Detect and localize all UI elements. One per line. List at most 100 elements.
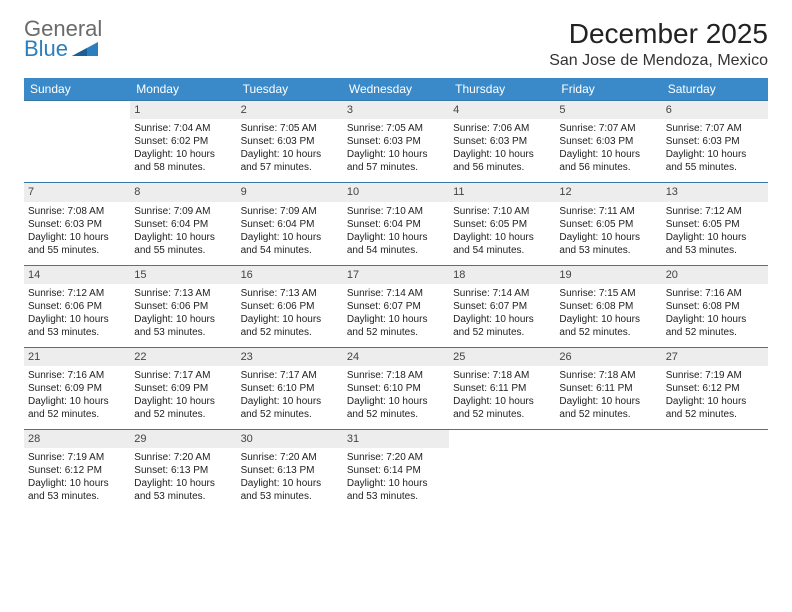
sunrise-line: Sunrise: 7:18 AM (559, 369, 657, 382)
day-details: Sunrise: 7:12 AMSunset: 6:05 PMDaylight:… (666, 205, 764, 257)
sunrise-line: Sunrise: 7:09 AM (134, 205, 232, 218)
sunset-line: Sunset: 6:09 PM (134, 382, 232, 395)
day-number: 7 (24, 183, 130, 201)
daylight-line: Daylight: 10 hours and 52 minutes. (28, 395, 126, 421)
calendar-cell: 7Sunrise: 7:08 AMSunset: 6:03 PMDaylight… (24, 183, 130, 265)
calendar-cell (24, 101, 130, 183)
sunrise-line: Sunrise: 7:19 AM (666, 369, 764, 382)
day-details: Sunrise: 7:16 AMSunset: 6:09 PMDaylight:… (28, 369, 126, 421)
calendar-cell: 25Sunrise: 7:18 AMSunset: 6:11 PMDayligh… (449, 347, 555, 429)
sunrise-line: Sunrise: 7:18 AM (453, 369, 551, 382)
day-number: 6 (662, 101, 768, 119)
calendar-cell: 19 Sunrise: 7:15 AMSunset: 6:08 PMDayligh… (555, 265, 661, 347)
daylight-line: Daylight: 10 hours and 52 minutes. (241, 313, 339, 339)
day-number: 18 (449, 266, 555, 284)
daylight-line: Daylight: 10 hours and 58 minutes. (134, 148, 232, 174)
calendar-cell: 29Sunrise: 7:20 AMSunset: 6:13 PMDayligh… (130, 430, 236, 512)
day-number: 30 (237, 430, 343, 448)
calendar-cell (555, 430, 661, 512)
sunrise-line: Sunrise: 7:11 AM (559, 205, 657, 218)
weekday-header: Tuesday (237, 78, 343, 101)
sunset-line: Sunset: 6:06 PM (28, 300, 126, 313)
day-number: 23 (237, 348, 343, 366)
daylight-line: Daylight: 10 hours and 52 minutes. (347, 313, 445, 339)
brand-logo: General Blue (24, 18, 102, 60)
daylight-line: Daylight: 10 hours and 54 minutes. (347, 231, 445, 257)
weekday-header-row: Sunday Monday Tuesday Wednesday Thursday… (24, 78, 768, 101)
day-number: 24 (343, 348, 449, 366)
day-number: 21 (24, 348, 130, 366)
day-details: Sunrise: 7:05 AMSunset: 6:03 PMDaylight:… (347, 122, 445, 174)
brand-line2: Blue (24, 38, 68, 60)
calendar-cell: 27Sunrise: 7:19 AMSunset: 6:12 PMDayligh… (662, 347, 768, 429)
day-details: Sunrise: 7:18 AMSunset: 6:11 PMDaylight:… (453, 369, 551, 421)
daylight-line: Daylight: 10 hours and 54 minutes. (453, 231, 551, 257)
day-details: Sunrise: 7:07 AMSunset: 6:03 PMDaylight:… (666, 122, 764, 174)
daylight-line: Daylight: 10 hours and 53 minutes. (559, 231, 657, 257)
sunset-line: Sunset: 6:03 PM (347, 135, 445, 148)
calendar-week-row: 7Sunrise: 7:08 AMSunset: 6:03 PMDaylight… (24, 183, 768, 265)
day-details: Sunrise: 7:16 AMSunset: 6:08 PMDaylight:… (666, 287, 764, 339)
calendar-cell: 14Sunrise: 7:12 AMSunset: 6:06 PMDayligh… (24, 265, 130, 347)
calendar-cell (662, 430, 768, 512)
day-number: 8 (130, 183, 236, 201)
sunset-line: Sunset: 6:03 PM (453, 135, 551, 148)
weekday-header: Thursday (449, 78, 555, 101)
sunrise-line: Sunrise: 7:08 AM (28, 205, 126, 218)
calendar-cell: 10Sunrise: 7:10 AMSunset: 6:04 PMDayligh… (343, 183, 449, 265)
day-details: Sunrise: 7:15 AMSunset: 6:08 PMDaylight:… (559, 287, 657, 339)
daylight-line: Daylight: 10 hours and 52 minutes. (666, 395, 764, 421)
calendar-page: General Blue December 2025 San Jose de M… (0, 0, 792, 521)
weekday-header: Sunday (24, 78, 130, 101)
daylight-line: Daylight: 10 hours and 53 minutes. (134, 477, 232, 503)
day-number: 31 (343, 430, 449, 448)
sunrise-line: Sunrise: 7:07 AM (559, 122, 657, 135)
day-number: 29 (130, 430, 236, 448)
sunset-line: Sunset: 6:04 PM (134, 218, 232, 231)
calendar-cell: 6 Sunrise: 7:07 AMSunset: 6:03 PMDaylight… (662, 101, 768, 183)
daylight-line: Daylight: 10 hours and 57 minutes. (347, 148, 445, 174)
day-details: Sunrise: 7:09 AMSunset: 6:04 PMDaylight:… (134, 205, 232, 257)
sunrise-line: Sunrise: 7:05 AM (241, 122, 339, 135)
daylight-line: Daylight: 10 hours and 53 minutes. (28, 313, 126, 339)
sunrise-line: Sunrise: 7:12 AM (666, 205, 764, 218)
day-number: 22 (130, 348, 236, 366)
day-number: 16 (237, 266, 343, 284)
sunrise-line: Sunrise: 7:20 AM (241, 451, 339, 464)
sunset-line: Sunset: 6:07 PM (453, 300, 551, 313)
sunrise-line: Sunrise: 7:04 AM (134, 122, 232, 135)
sunrise-line: Sunrise: 7:17 AM (241, 369, 339, 382)
sunrise-line: Sunrise: 7:10 AM (347, 205, 445, 218)
sunset-line: Sunset: 6:11 PM (559, 382, 657, 395)
calendar-cell: 12Sunrise: 7:11 AMSunset: 6:05 PMDayligh… (555, 183, 661, 265)
day-number: 15 (130, 266, 236, 284)
sunset-line: Sunset: 6:02 PM (134, 135, 232, 148)
calendar-cell: 24Sunrise: 7:18 AMSunset: 6:10 PMDayligh… (343, 347, 449, 429)
calendar-cell: 3Sunrise: 7:05 AMSunset: 6:03 PMDaylight… (343, 101, 449, 183)
calendar-week-row: 14Sunrise: 7:12 AMSunset: 6:06 PMDayligh… (24, 265, 768, 347)
day-details: Sunrise: 7:19 AMSunset: 6:12 PMDaylight:… (28, 451, 126, 503)
title-block: December 2025 San Jose de Mendoza, Mexic… (549, 18, 768, 70)
calendar-cell: 17Sunrise: 7:14 AMSunset: 6:07 PMDayligh… (343, 265, 449, 347)
sunrise-line: Sunrise: 7:17 AM (134, 369, 232, 382)
day-number: 19 (555, 266, 661, 284)
weekday-header: Saturday (662, 78, 768, 101)
calendar-table: Sunday Monday Tuesday Wednesday Thursday… (24, 78, 768, 511)
day-details: Sunrise: 7:07 AMSunset: 6:03 PMDaylight:… (559, 122, 657, 174)
day-details: Sunrise: 7:17 AMSunset: 6:10 PMDaylight:… (241, 369, 339, 421)
calendar-cell: 15Sunrise: 7:13 AMSunset: 6:06 PMDayligh… (130, 265, 236, 347)
sunrise-line: Sunrise: 7:19 AM (28, 451, 126, 464)
sunrise-line: Sunrise: 7:13 AM (134, 287, 232, 300)
calendar-cell: 22Sunrise: 7:17 AMSunset: 6:09 PMDayligh… (130, 347, 236, 429)
daylight-line: Daylight: 10 hours and 52 minutes. (241, 395, 339, 421)
day-number: 4 (449, 101, 555, 119)
sunset-line: Sunset: 6:05 PM (666, 218, 764, 231)
sunset-line: Sunset: 6:10 PM (347, 382, 445, 395)
daylight-line: Daylight: 10 hours and 53 minutes. (241, 477, 339, 503)
sunset-line: Sunset: 6:04 PM (347, 218, 445, 231)
daylight-line: Daylight: 10 hours and 52 minutes. (453, 395, 551, 421)
sunset-line: Sunset: 6:03 PM (241, 135, 339, 148)
daylight-line: Daylight: 10 hours and 52 minutes. (559, 313, 657, 339)
sunset-line: Sunset: 6:03 PM (666, 135, 764, 148)
day-details: Sunrise: 7:04 AMSunset: 6:02 PMDaylight:… (134, 122, 232, 174)
